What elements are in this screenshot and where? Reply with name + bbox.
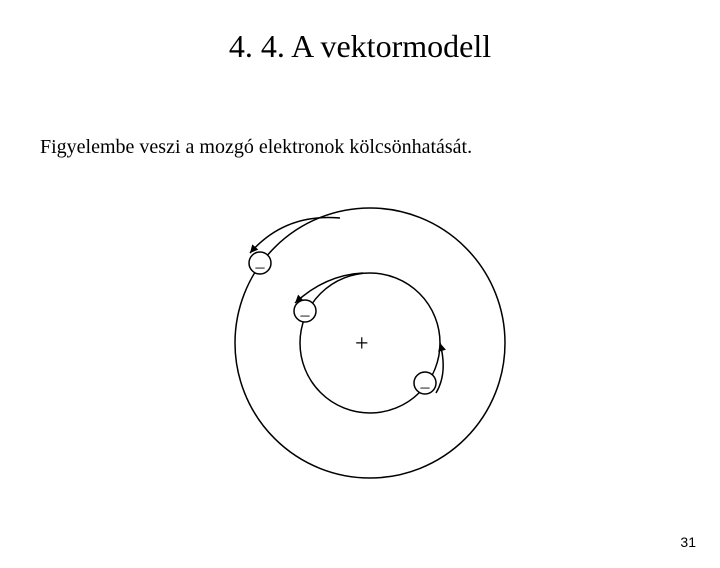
electron-label-2: _ <box>420 370 431 390</box>
subtitle-text: Figyelembe veszi a mozgó elektronok kölc… <box>40 136 472 159</box>
nucleus-label: + <box>355 331 369 357</box>
electron-label-1: _ <box>300 298 311 318</box>
motion-arc-0 <box>250 217 340 253</box>
orbit-0 <box>235 208 505 478</box>
page-number: 31 <box>680 534 696 550</box>
atom-diagram: + _ _ _ <box>190 193 550 493</box>
page-title: 4. 4. A vektormodell <box>0 28 720 65</box>
electron-label-0: _ <box>255 250 266 270</box>
atom-svg: + _ _ _ <box>190 193 550 493</box>
